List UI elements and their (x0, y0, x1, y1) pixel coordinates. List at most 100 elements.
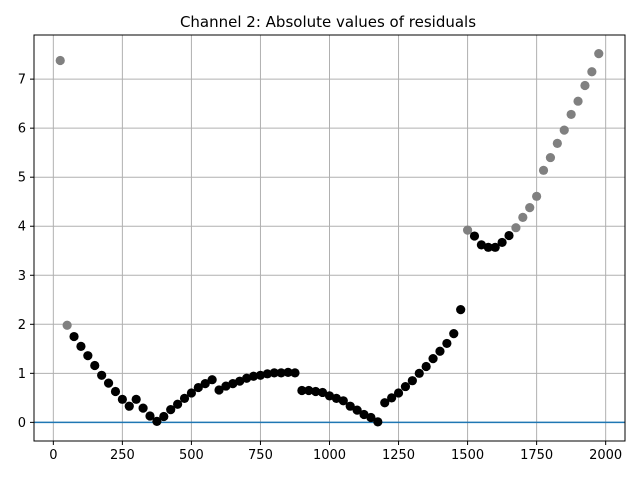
data-points (55, 49, 604, 427)
inlier-point (407, 376, 417, 386)
inlier-point (483, 242, 493, 252)
inlier-point (304, 385, 314, 396)
outlier-point (594, 49, 604, 59)
y-tick-label: 1 (18, 367, 26, 382)
inlier-point (214, 385, 224, 395)
inlier-point (449, 329, 459, 339)
inlier-point (345, 401, 355, 411)
inlier-point (228, 379, 238, 389)
inlier-point (338, 396, 348, 406)
inlier-point (173, 399, 183, 409)
x-tick-label: 250 (110, 448, 135, 463)
inlier-point (469, 231, 480, 241)
inlier-point (269, 368, 279, 378)
inlier-point (373, 417, 383, 427)
outlier-point (62, 320, 72, 330)
inlier-point (331, 393, 342, 403)
inlier-point (235, 376, 245, 386)
outlier-point (55, 55, 65, 66)
inlier-point (297, 385, 307, 396)
inlier-point (103, 378, 114, 388)
x-tick-label: 1250 (382, 448, 415, 463)
inlier-point (317, 387, 328, 398)
outlier-point (538, 165, 549, 175)
inlier-point (255, 370, 266, 380)
inlier-point (276, 368, 286, 378)
inlier-point (414, 368, 424, 378)
inlier-point (428, 354, 438, 364)
outlier-point (587, 67, 597, 77)
y-tick-label: 2 (18, 318, 26, 333)
inlier-point (324, 391, 335, 401)
inlier-point (504, 230, 514, 241)
inlier-point (400, 381, 411, 392)
x-tick-label: 750 (248, 448, 273, 463)
inlier-point (311, 386, 321, 397)
inlier-point (179, 393, 190, 403)
inlier-point (200, 379, 210, 389)
x-tick-label: 1500 (451, 448, 484, 463)
inlier-point (145, 411, 155, 421)
inlier-point (131, 394, 141, 404)
inlier-point (456, 304, 466, 315)
y-tick-label: 7 (18, 73, 26, 88)
x-axis: 0 250 500 750 1000 1250 1500 1750 2000 (49, 441, 622, 463)
outlier-point (552, 138, 562, 148)
outlier-point (545, 152, 556, 163)
inlier-point (90, 360, 100, 371)
inlier-point (138, 403, 148, 413)
x-tick-label: 1000 (313, 448, 346, 463)
y-tick-label: 5 (18, 171, 26, 186)
y-axis: 0 1 2 3 4 5 6 7 (18, 73, 34, 431)
y-tick-label: 3 (18, 269, 26, 284)
outlier-point (518, 212, 528, 223)
inlier-point (97, 370, 107, 380)
y-tick-label: 6 (18, 122, 26, 137)
inlier-point (76, 341, 86, 351)
inlier-point (393, 388, 404, 398)
outlier-point (462, 225, 473, 235)
inlier-point (248, 371, 259, 381)
inlier-point (83, 351, 93, 361)
outlier-point (566, 109, 576, 120)
outlier-point (532, 191, 542, 201)
inlier-point (69, 331, 79, 342)
inlier-point (159, 411, 169, 422)
inlier-point (290, 368, 300, 378)
inlier-point (352, 405, 362, 415)
inlier-point (421, 361, 431, 372)
inlier-point (380, 398, 390, 408)
outlier-point (511, 223, 521, 233)
inlier-point (435, 346, 445, 356)
inlier-point (359, 409, 369, 420)
inlier-point (152, 416, 162, 426)
x-tick-label: 1750 (520, 448, 553, 463)
chart-title: Channel 2: Absolute values of residuals (180, 13, 476, 31)
inlier-point (193, 382, 203, 393)
y-tick-label: 4 (18, 220, 26, 235)
x-tick-label: 500 (179, 448, 204, 463)
y-tick-label: 0 (18, 416, 26, 431)
inlier-point (117, 394, 127, 404)
inlier-point (442, 338, 452, 349)
inlier-point (110, 386, 121, 397)
inlier-point (242, 373, 252, 383)
x-tick-label: 0 (49, 448, 57, 463)
inlier-point (387, 393, 397, 403)
inlier-point (166, 405, 176, 415)
grid-lines (34, 35, 625, 441)
outlier-point (525, 202, 535, 213)
outlier-point (580, 80, 590, 91)
outlier-point (573, 96, 583, 106)
inlier-point (186, 388, 197, 398)
inlier-point (476, 240, 486, 250)
x-tick-label: 2000 (589, 448, 622, 463)
inlier-point (283, 367, 293, 377)
inlier-point (262, 369, 272, 379)
inlier-point (221, 381, 231, 391)
inlier-point (124, 401, 134, 411)
inlier-point (490, 242, 500, 252)
inlier-point (497, 237, 507, 248)
